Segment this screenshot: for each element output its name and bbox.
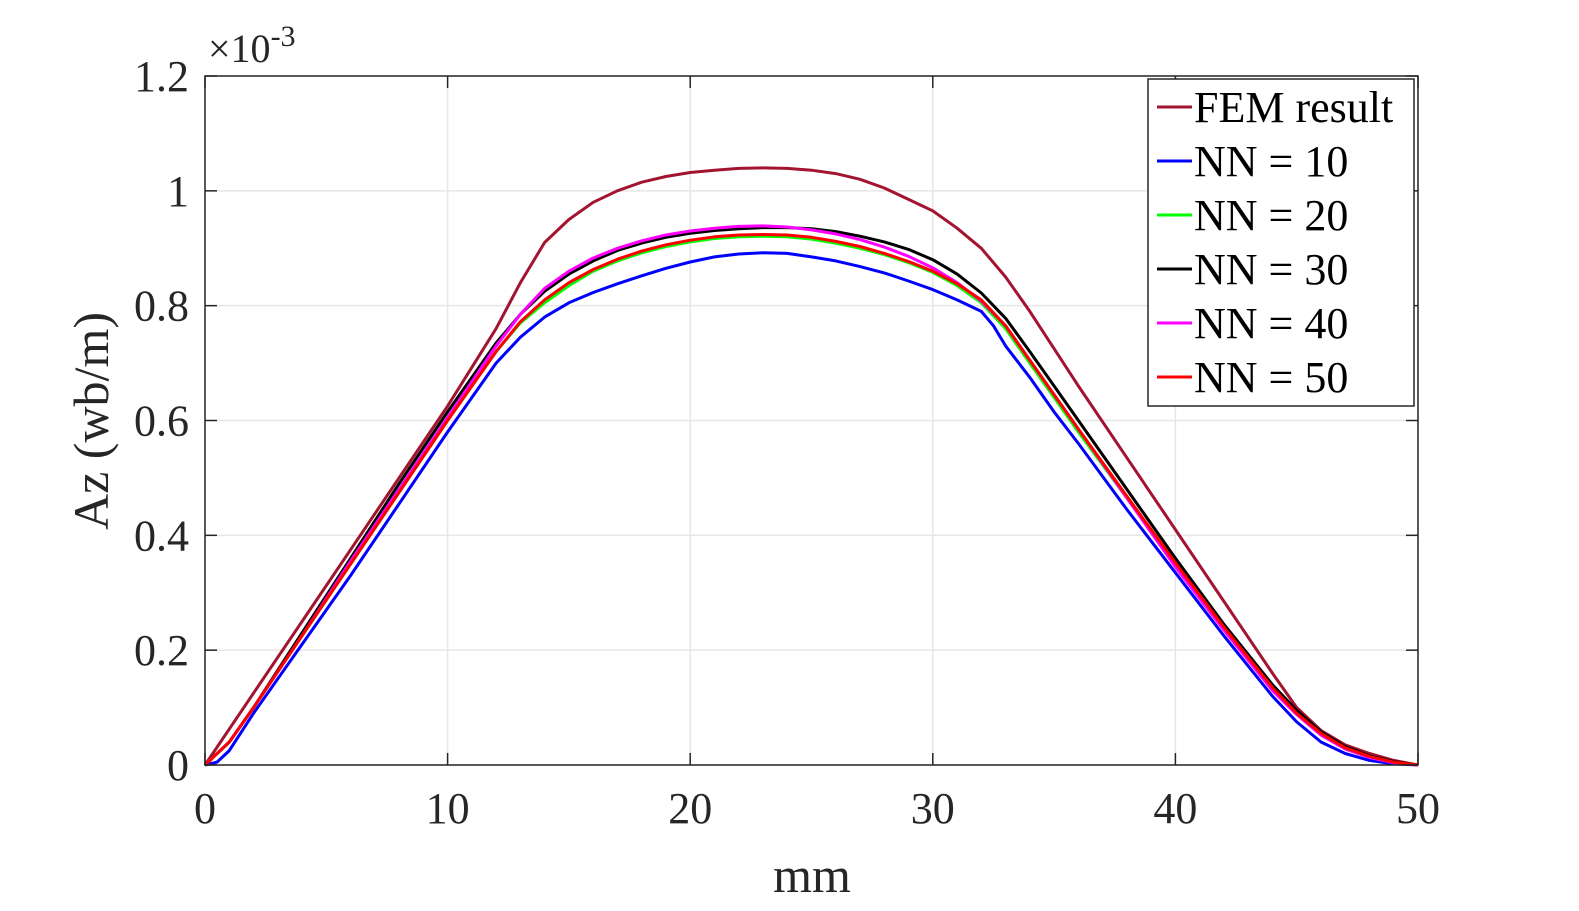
x-tick-label: 0 (194, 784, 216, 833)
legend-item-nn-50: NN = 50 (1157, 353, 1348, 402)
series-lines (203, 166, 1419, 767)
legend-label: NN = 40 (1194, 299, 1348, 348)
legend-item-nn-30: NN = 30 (1157, 245, 1348, 294)
x-tick-label: 20 (668, 784, 712, 833)
y-tick-label: 1 (167, 167, 189, 216)
series-line-nn-30 (203, 226, 1419, 767)
x-tick-label: 40 (1153, 784, 1197, 833)
y-tick-label: 0.4 (134, 511, 189, 560)
series-line-nn-10 (204, 251, 1419, 767)
series-line-fem-result (203, 166, 1419, 767)
legend-label: NN = 10 (1194, 137, 1348, 186)
legend-item-nn-40: NN = 40 (1157, 299, 1348, 348)
legend-box (1147, 78, 1415, 407)
x-axis-label: mm (773, 847, 851, 903)
legend-label: FEM result (1194, 83, 1393, 132)
legend-item-nn-20: NN = 20 (1157, 191, 1348, 240)
x-tick-label: 30 (911, 784, 955, 833)
legend: FEM result NN = 10 NN = 20 NN = 30 NN = 40 NN… (1147, 78, 1415, 407)
legend-label: NN = 50 (1194, 353, 1348, 402)
y-tick-label: 1.2 (134, 52, 189, 101)
legend-item-nn-10: NN = 10 (1157, 137, 1348, 186)
y-tick-label: 0.8 (134, 282, 189, 331)
legend-label: NN = 20 (1194, 191, 1348, 240)
x-tick-label: 10 (426, 784, 470, 833)
y-tick-labels: 0 0.2 0.4 0.6 0.8 1 1.2 (134, 52, 189, 790)
series-line-nn-40 (203, 224, 1419, 767)
legend-item-fem-result: FEM result (1157, 83, 1393, 132)
x-tick-labels: 0 10 20 30 40 50 (194, 784, 1440, 833)
y-tick-label: 0.6 (134, 397, 189, 446)
y-tick-label: 0 (167, 741, 189, 790)
series-line-nn-50 (203, 233, 1419, 767)
x-tick-label: 50 (1396, 784, 1440, 833)
y-multiplier: ×10-3 (208, 20, 296, 71)
y-axis-label: Az (wb/m) (63, 312, 119, 530)
y-tick-label: 0.2 (134, 626, 189, 675)
legend-label: NN = 30 (1194, 245, 1348, 294)
